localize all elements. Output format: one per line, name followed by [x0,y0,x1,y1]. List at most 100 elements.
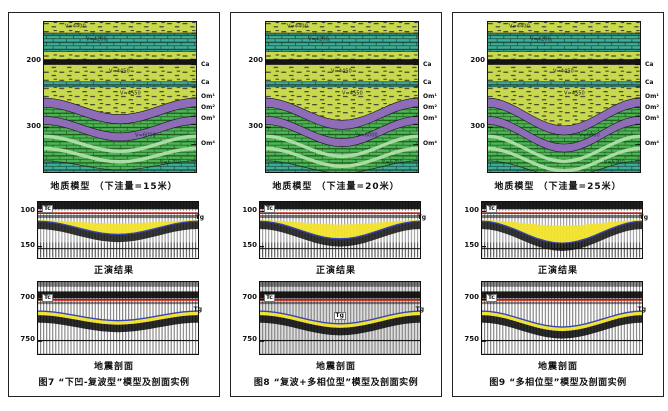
profile-caption: 地震剖面 [93,362,134,372]
model-caption: 地质模型 （下洼量=15米） [50,182,178,192]
geologic-model-svg [43,21,197,173]
velocity-label: V=4450 [553,68,574,75]
forward-caption: 正演结果 [315,266,356,276]
horizon-label-red: Tc [486,205,497,213]
time-tick-label: 100 [242,206,257,214]
figure-panel: 200 300 V=4400 V=4200 V=4450 V=4550 V=60… [230,12,442,397]
strat-label: Ca [645,61,654,68]
velocity-label: V=4200 [530,36,551,43]
velocity-label: V=4200 [308,36,329,43]
figure-caption: 图8 “复波+多相位型”模型及剖面实例 [253,378,419,388]
time-tick-label: 750 [242,335,257,343]
strat-label: Om² [423,104,437,111]
geologic-model: 200 300 V=4400 V=4200 V=4450 V=4550 V=60… [26,21,215,173]
forward-model-section: 100 150 Tc Tg [242,201,426,259]
forward-model-section: 100 150 Tc Tg [20,201,204,259]
depth-tick-label: 300 [470,122,485,130]
strat-label-column: Ca Ca Om¹ Om² Om³ Om⁴ [421,21,447,173]
figure-panel: 200 300 V=4400 V=4200 V=4450 V=4550 V=60… [452,12,664,397]
seismic-profile-svg [37,281,199,355]
velocity-label: V=4550 [342,90,363,97]
time-tick-label: 100 [464,206,479,214]
strat-label: Ca [423,61,432,68]
horizon-label-red: Tc [486,294,497,302]
strat-label: Om² [645,104,659,111]
velocity-label: V=6700 [604,159,625,166]
time-tick-label: 700 [242,293,257,301]
geologic-model: 200 300 V=4400 V=4200 V=4450 V=4550 V=60… [470,21,659,173]
forward-model-svg [259,201,421,259]
horizon-label-blue: Tg [637,306,646,313]
velocity-label: V=4400 [508,23,530,30]
forward-caption: 正演结果 [93,266,134,276]
time-tick-label: 150 [464,241,479,249]
strat-label: Om² [201,104,215,111]
strat-label: Om⁴ [423,140,437,147]
profile-caption: 地震剖面 [537,362,578,372]
horizon-label-red: Tc [42,294,53,302]
horizon-label-blue: Tg [639,214,648,221]
velocity-label: V=6700 [382,159,403,166]
strat-label: Om³ [645,115,659,122]
seismic-profile-section: 700 750 Tc Tg [464,281,646,355]
strat-label: Om⁴ [645,140,659,147]
horizon-label-center: Tg [333,312,346,320]
time-tick-label: 750 [464,335,479,343]
time-tick-label: 100 [20,206,35,214]
strat-label: Ca [423,79,432,86]
geologic-model-svg [265,21,419,173]
time-tick-label: 700 [20,293,35,301]
velocity-label: V=4400 [286,23,308,30]
figure-panel: 200 300 V=4400 V=4200 V=4450 V=4550 V=60… [8,12,220,397]
seismic-profile-section: 700 750 Tc Tg Tg [242,281,424,355]
velocity-label: V=4450 [109,68,130,75]
strat-label-column: Ca Ca Om¹ Om² Om³ Om⁴ [199,21,225,173]
strat-label-column: Ca Ca Om¹ Om² Om³ Om⁴ [643,21,668,173]
strat-label: Ca [201,79,210,86]
profile-caption: 地震剖面 [315,362,356,372]
seismic-profile-svg [481,281,643,355]
horizon-label-blue: Tg [193,306,202,313]
time-tick-label: 750 [20,335,35,343]
velocity-label: V=6000 [135,132,157,139]
time-tick-label: 150 [20,241,35,249]
strat-label: Om³ [423,115,437,122]
velocity-label: V=4200 [86,36,107,43]
strat-label: Om³ [201,115,215,122]
horizon-label-red: Tc [42,205,53,213]
figure-caption: 图9 “多相位型”模型及剖面实例 [489,378,627,388]
velocity-label: V=4400 [64,23,86,30]
strat-label: Om⁴ [201,140,215,147]
forward-model-svg [37,201,199,259]
forward-model-svg [481,201,643,259]
depth-tick-label: 200 [26,56,41,64]
velocity-label: V=6000 [357,132,379,139]
strat-label: Ca [645,79,654,86]
velocity-label: V=4550 [564,90,585,97]
strat-label: Om¹ [423,93,437,100]
horizon-label-blue: Tg [415,306,424,313]
geologic-model-svg [487,21,641,173]
depth-tick-label: 300 [248,122,263,130]
velocity-label: V=4450 [331,68,352,75]
strat-label: Om¹ [645,93,659,100]
depth-tick-label: 200 [248,56,263,64]
horizon-label-red: Tc [264,205,275,213]
strat-label: Ca [201,61,210,68]
time-tick-label: 700 [464,293,479,301]
horizon-label-blue: Tg [195,214,204,221]
figure-caption: 图7 “下凹-复波型”模型及剖面实例 [38,378,190,388]
depth-tick-label: 300 [26,122,41,130]
velocity-label: V=6000 [579,132,601,139]
velocity-label: V=6700 [160,159,181,166]
strat-label: Om¹ [201,93,215,100]
seismic-profile-section: 700 750 Tc Tg [20,281,202,355]
horizon-label-blue: Tg [417,214,426,221]
time-tick-label: 150 [242,241,257,249]
horizon-label-red: Tc [264,294,275,302]
geologic-model: 200 300 V=4400 V=4200 V=4450 V=4550 V=60… [248,21,437,173]
forward-caption: 正演结果 [537,266,578,276]
depth-tick-label: 200 [470,56,485,64]
velocity-label: V=4550 [120,90,141,97]
